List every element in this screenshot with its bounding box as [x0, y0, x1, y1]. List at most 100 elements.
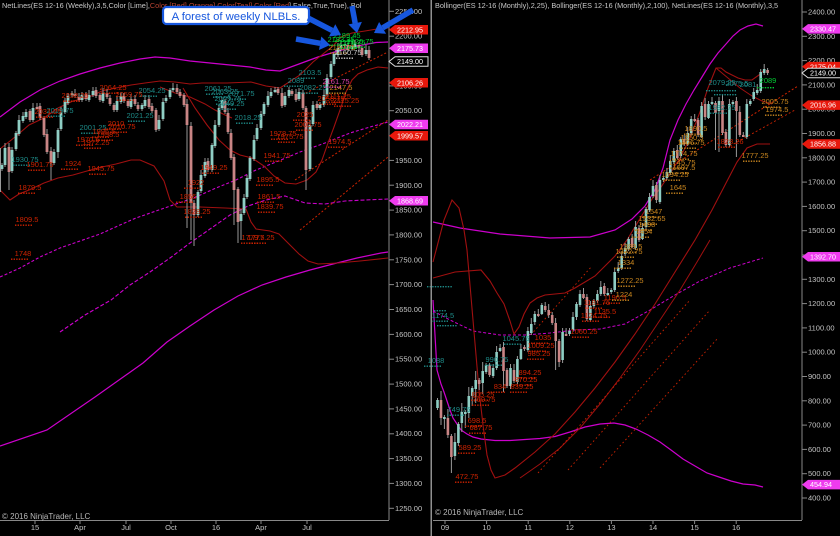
svg-text:1700.00: 1700.00 — [808, 178, 835, 187]
svg-text:1600.00: 1600.00 — [808, 202, 835, 211]
svg-text:2061.25: 2061.25 — [204, 84, 231, 93]
svg-text:1930.75: 1930.75 — [11, 155, 38, 164]
svg-text:870.25: 870.25 — [515, 375, 538, 384]
svg-text:1532.65: 1532.65 — [638, 214, 665, 223]
svg-text:2200.00: 2200.00 — [395, 32, 422, 41]
svg-text:1999.57: 1999.57 — [397, 131, 423, 140]
svg-text:1895.5: 1895.5 — [257, 175, 280, 184]
svg-text:1060.25: 1060.25 — [570, 327, 597, 336]
svg-text:894.25: 894.25 — [519, 368, 542, 377]
svg-text:1650.00: 1650.00 — [395, 305, 422, 314]
svg-text:Jul: Jul — [121, 523, 131, 532]
svg-text:1392.70: 1392.70 — [810, 252, 836, 261]
svg-text:2082.25: 2082.25 — [299, 83, 326, 92]
svg-text:12: 12 — [566, 523, 574, 532]
svg-text:1975.75: 1975.75 — [276, 132, 303, 141]
svg-text:2111.25: 2111.25 — [325, 92, 351, 101]
svg-text:2183.25: 2183.25 — [327, 35, 354, 44]
svg-text:1550.00: 1550.00 — [395, 355, 422, 364]
svg-text:1779.5: 1779.5 — [242, 233, 265, 242]
svg-text:2071.75: 2071.75 — [227, 89, 254, 98]
svg-text:1009.25: 1009.25 — [527, 341, 554, 350]
svg-text:2106.26: 2106.26 — [397, 78, 423, 87]
svg-text:1924: 1924 — [65, 159, 82, 168]
svg-text:1250.00: 1250.00 — [395, 504, 422, 513]
svg-text:A forest of weekly NLBLs.: A forest of weekly NLBLs. — [172, 11, 301, 23]
svg-text:2079.25: 2079.25 — [708, 78, 735, 87]
svg-text:2100.00: 2100.00 — [808, 80, 835, 89]
svg-text:© 2016 NinjaTrader, LLC: © 2016 NinjaTrader, LLC — [2, 512, 91, 521]
svg-text:700.00: 700.00 — [808, 421, 831, 430]
svg-text:2019.75: 2019.75 — [46, 106, 73, 115]
svg-text:985.25: 985.25 — [528, 349, 551, 358]
svg-text:1750.00: 1750.00 — [395, 255, 422, 264]
svg-text:1972.25: 1972.25 — [82, 138, 109, 147]
svg-text:2075.5: 2075.5 — [726, 79, 749, 88]
svg-text:589.25: 589.25 — [459, 443, 482, 452]
svg-text:1224: 1224 — [616, 290, 633, 299]
svg-text:1088: 1088 — [428, 356, 445, 365]
svg-text:16: 16 — [732, 523, 740, 532]
svg-text:Bollinger(ES 12-16 (Monthly),2: Bollinger(ES 12-16 (Monthly),2,25), Boll… — [435, 1, 778, 10]
svg-text:2103.5: 2103.5 — [299, 68, 322, 77]
svg-text:687.75: 687.75 — [470, 423, 493, 432]
svg-text:1809.5: 1809.5 — [16, 215, 39, 224]
svg-text:2022.21: 2022.21 — [397, 120, 423, 129]
svg-text:2021.25: 2021.25 — [126, 111, 153, 120]
svg-text:2161.75: 2161.75 — [322, 77, 349, 86]
svg-text:800.00: 800.00 — [808, 396, 831, 405]
svg-text:14: 14 — [649, 523, 657, 532]
svg-text:1372.75: 1372.75 — [615, 247, 642, 256]
svg-text:15: 15 — [31, 523, 39, 532]
svg-text:1745.75: 1745.75 — [668, 158, 695, 167]
svg-text:1868.69: 1868.69 — [397, 196, 423, 205]
svg-text:1454: 1454 — [636, 227, 653, 236]
svg-text:2010: 2010 — [108, 119, 125, 128]
svg-text:16: 16 — [212, 523, 220, 532]
svg-text:Apr: Apr — [255, 523, 267, 532]
svg-text:2025: 2025 — [297, 110, 314, 119]
svg-text:13: 13 — [607, 523, 615, 532]
svg-text:2058.75: 2058.75 — [317, 94, 344, 103]
svg-text:11: 11 — [524, 523, 532, 532]
svg-text:1500.00: 1500.00 — [808, 226, 835, 235]
svg-text:2126.75: 2126.75 — [346, 37, 373, 46]
svg-text:2149.00: 2149.00 — [397, 57, 423, 66]
svg-text:1800.00: 1800.00 — [808, 153, 835, 162]
svg-text:1700.00: 1700.00 — [395, 280, 422, 289]
svg-text:1100.00: 1100.00 — [808, 323, 835, 332]
svg-text:2200.00: 2200.00 — [808, 56, 835, 65]
svg-text:2189.45: 2189.45 — [333, 31, 360, 40]
svg-text:749.75: 749.75 — [448, 405, 471, 414]
svg-text:1200.00: 1200.00 — [808, 299, 835, 308]
svg-text:2031.25: 2031.25 — [34, 107, 61, 116]
svg-text:1850.00: 1850.00 — [395, 206, 422, 215]
svg-text:2059.75: 2059.75 — [115, 90, 142, 99]
svg-text:2089: 2089 — [760, 76, 777, 85]
svg-text:2050.00: 2050.00 — [395, 106, 422, 115]
svg-text:2058.25: 2058.25 — [61, 91, 88, 100]
svg-text:400.00: 400.00 — [808, 494, 831, 503]
svg-text:1978.75: 1978.75 — [269, 129, 296, 138]
svg-text:1974.5: 1974.5 — [329, 137, 352, 146]
svg-text:1400.00: 1400.00 — [395, 429, 422, 438]
svg-text:1300.00: 1300.00 — [808, 275, 835, 284]
svg-text:Jul: Jul — [302, 523, 312, 532]
svg-text:10: 10 — [482, 523, 490, 532]
svg-text:1045.75: 1045.75 — [502, 334, 529, 343]
svg-text:2212.95: 2212.95 — [397, 25, 423, 34]
svg-text:600.00: 600.00 — [808, 445, 831, 454]
svg-text:2160.75: 2160.75 — [334, 48, 361, 57]
svg-text:2175.04: 2175.04 — [810, 62, 836, 71]
svg-text:1922: 1922 — [188, 178, 205, 187]
svg-text:15: 15 — [690, 523, 698, 532]
svg-text:2149.00: 2149.00 — [810, 69, 836, 78]
svg-text:834: 834 — [494, 382, 507, 391]
svg-text:1941.75: 1941.75 — [263, 151, 290, 160]
svg-text:2081: 2081 — [740, 80, 757, 89]
svg-text:1998.5: 1998.5 — [97, 130, 120, 139]
svg-text:2063.25: 2063.25 — [211, 87, 238, 96]
svg-text:1856: 1856 — [180, 192, 197, 201]
svg-text:© 2016 NinjaTrader, LLC: © 2016 NinjaTrader, LLC — [435, 508, 524, 517]
svg-text:2049.25: 2049.25 — [217, 99, 244, 108]
